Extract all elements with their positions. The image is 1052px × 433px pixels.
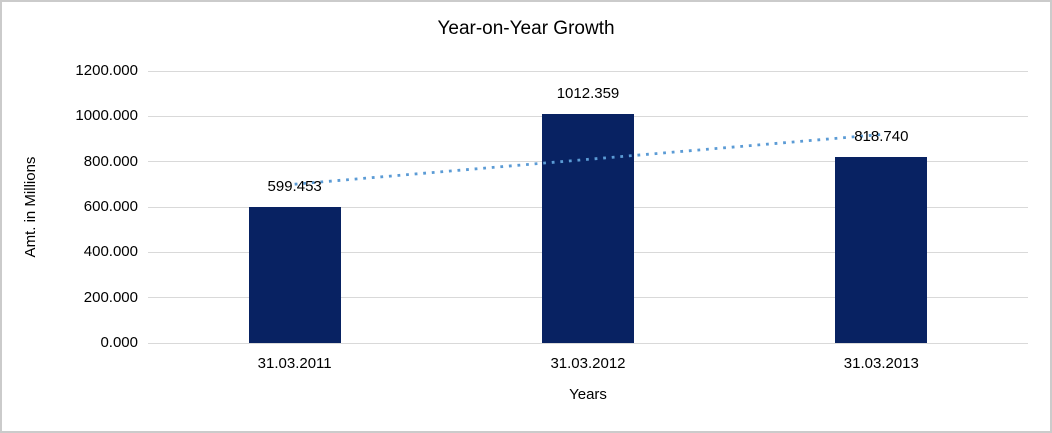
y-tick-label: 800.000 [83,152,138,170]
y-tick-label: 600.000 [83,198,138,215]
x-category-label: 31.03.2012 [550,355,626,372]
x-category-label: 31.03.2011 [257,355,332,372]
bar-31.03.2013 [835,157,928,343]
trendline-path [294,133,882,186]
y-tick-label: 1000.000 [75,107,138,125]
bar-31.03.2012 [542,113,634,343]
y-tick-label: 1200.000 [75,62,138,79]
x-axis-title: Years [569,386,607,403]
y-axis-title: Amt. in Millions [22,156,39,258]
bar-31.03.2011 [248,207,341,343]
y-gridline [148,70,1028,72]
chart-title: Year-on-Year Growth [437,18,615,39]
bar-value-label: 599.453 [267,178,322,196]
y-gridline [148,342,1028,344]
y-tick-label: 400.000 [83,243,138,261]
y-tick-label: 200.000 [83,288,138,306]
y-tick-label: 0.000 [100,334,138,351]
bar-value-label: 1012.359 [556,84,620,102]
bar-value-label: 818.740 [854,128,909,146]
x-category-label: 31.03.2013 [843,355,919,372]
